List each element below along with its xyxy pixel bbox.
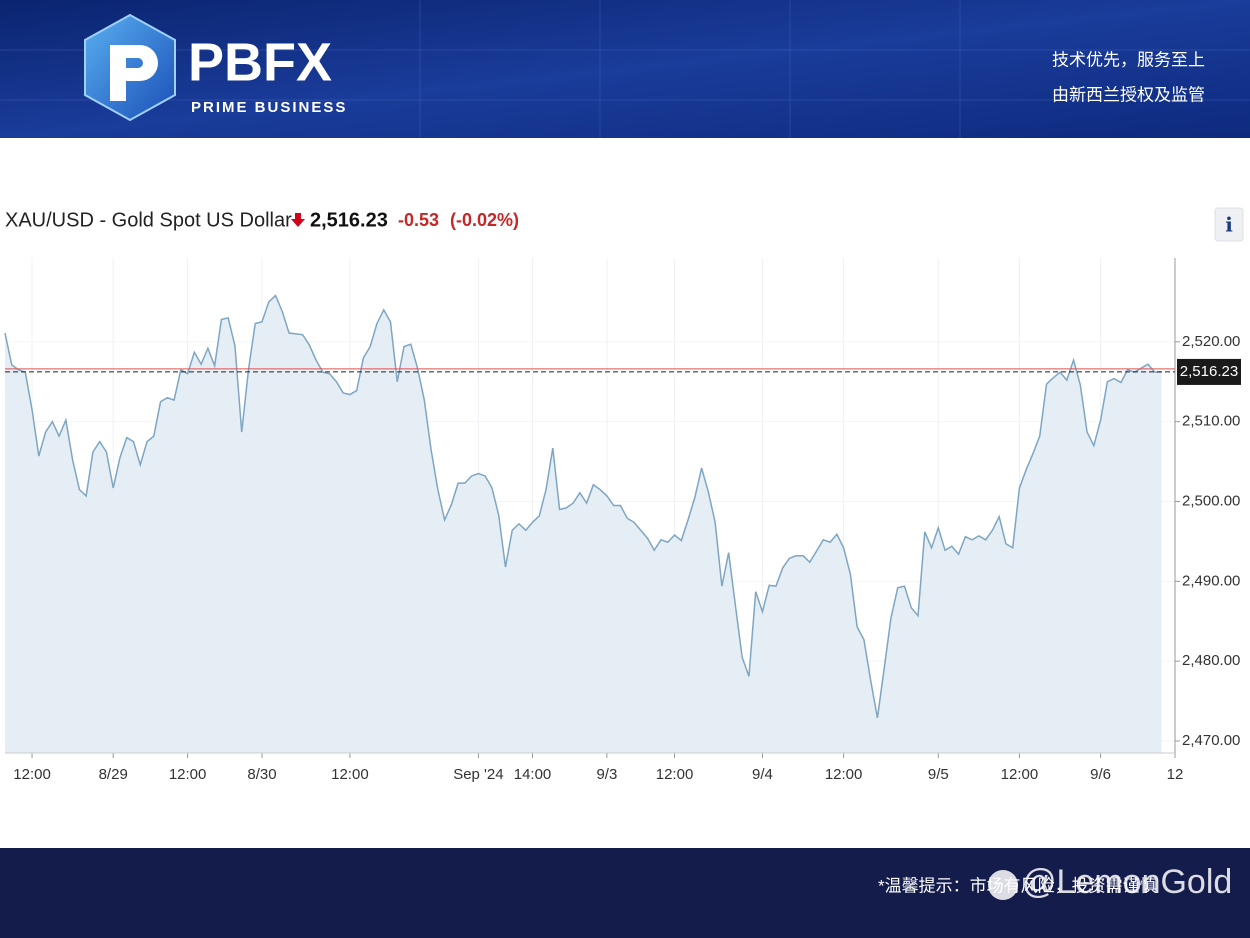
brand: PBFX [188,32,332,92]
price-line [4,294,1162,719]
y-tick-label: 2,490.00 [1182,572,1240,589]
y-tick-label: 2,510.00 [1182,413,1240,430]
banner-pattern [0,0,1250,138]
last-label-box [1177,358,1241,385]
x-tick-label: 12:00 [331,766,369,783]
x-tick-label: Sep '24 [453,766,503,783]
x-tick-label: 12 [1167,766,1184,783]
watermark-icon [988,870,1018,900]
slogan: 技术优先，服务至上 [1052,50,1205,69]
plot: 12:00 8/29 12:00 8/30 12:00 Sep '24 14:00 9/3 12… [4,258,1241,783]
change-pct: (-0.02%) [450,210,519,230]
logo-p [110,45,158,101]
info-button[interactable] [1214,207,1244,242]
x-tick-label: 9/4 [752,766,773,783]
x-tick-label: 12:00 [825,766,863,783]
y-tick-label: 2,470.00 [1182,732,1240,749]
x-tick-label: 12:00 [169,766,207,783]
footer [0,848,1250,938]
slogan: 由新西兰授权及监管 [1052,85,1205,104]
watermark: @LemonGold [1022,863,1232,901]
x-tick-label: 12:00 [13,766,51,783]
y-tick-label: 2,500.00 [1182,492,1240,509]
brand-sub: PRIME BUSINESS [191,99,347,116]
last-label: 2,516.23 [1180,363,1238,380]
y-tick-label: 2,480.00 [1182,652,1240,669]
banner [0,0,1250,138]
price: 2,516.23 [310,209,388,231]
x-tick-label: 9/3 [596,766,617,783]
down-arrow [291,213,305,227]
info-icon[interactable]: i [1225,213,1233,237]
x-tick-label: 8/30 [247,766,276,783]
x-tick-label: 12:00 [1001,766,1039,783]
x-tick-label: 12:00 [656,766,694,783]
x-tick-label: 9/5 [928,766,949,783]
symbol: XAU/USD - Gold Spot US Dollar [5,209,292,231]
y-tick-label: 2,520.00 [1182,333,1240,350]
x-tick-label: 8/29 [99,766,128,783]
x-tick-label: 14:00 [514,766,552,783]
change: -0.53 [398,210,439,230]
x-tick-label: 9/6 [1090,766,1111,783]
area [5,295,1162,753]
logo-hex [84,13,176,122]
